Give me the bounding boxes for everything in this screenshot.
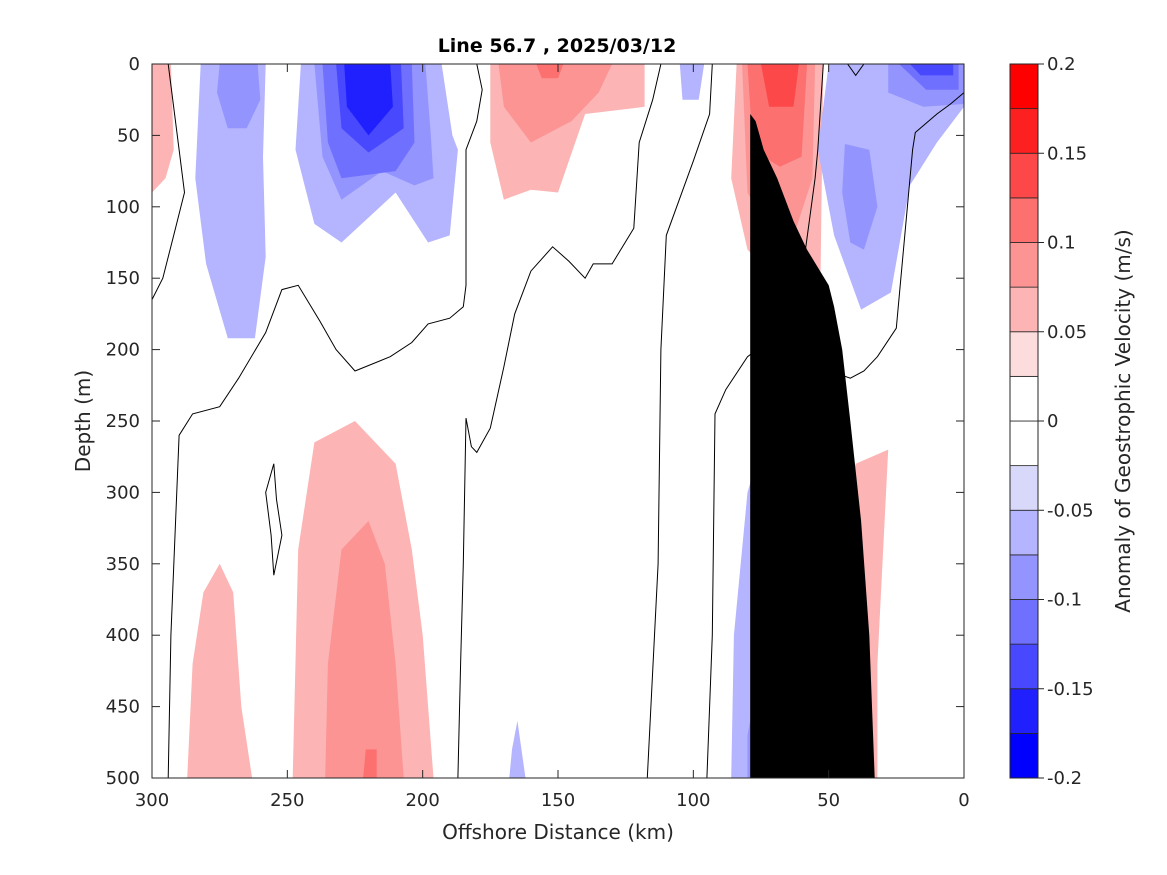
x-tick-label: 100 — [676, 790, 710, 811]
colorbar-swatch — [1009, 63, 1039, 110]
contour-region-neg-surface-20 — [817, 64, 964, 310]
y-tick-label: 400 — [106, 625, 140, 646]
y-tick-label: 250 — [106, 411, 140, 432]
colorbar-swatch — [1009, 420, 1039, 467]
colorbar-swatch — [1009, 688, 1039, 734]
zero-contour-zc-left — [152, 64, 186, 300]
y-tick-label: 0 — [129, 54, 140, 75]
colorbar-swatch — [1009, 331, 1039, 377]
colorbar-tick-label: 0.1 — [1047, 233, 1076, 254]
colorbar-swatch — [1009, 286, 1039, 333]
x-tick-label: 0 — [958, 790, 969, 811]
contour-region-pos-deep-220-2 — [325, 521, 404, 778]
chart-title: Line 56.7 , 2025/03/12 — [438, 35, 677, 57]
x-tick-label: 150 — [541, 790, 575, 811]
y-tick-label: 100 — [106, 197, 140, 218]
x-tick-label: 250 — [270, 790, 304, 811]
colorbar-tick-label: 0.2 — [1047, 54, 1076, 75]
contour-region-pos-left-edge — [152, 64, 174, 193]
y-tick-label: 500 — [106, 768, 140, 789]
y-tick-label: 50 — [117, 125, 140, 146]
contour-region-pos-surface-150-3 — [536, 64, 564, 79]
contour-region-neg-surface-100 — [679, 64, 705, 100]
colorbar-tick-label: 0 — [1047, 411, 1058, 432]
plot-area — [151, 63, 965, 779]
colorbar: -0.2 -0.15 -0.1 -0.05 0 0.05 0.1 0.15 0.2 — [1009, 54, 1094, 789]
contour-region-pos-surface-70-4 — [761, 64, 799, 107]
x-axis-label: Offshore Distance (km) — [442, 820, 674, 844]
zero-contour-zc-mini — [847, 64, 865, 77]
bathymetry-layer — [750, 114, 875, 778]
contour-region-neg-surface-20-5 — [909, 64, 954, 76]
colorbar-swatch — [1009, 599, 1039, 645]
colorbar-tick-label: -0.05 — [1047, 500, 1094, 521]
y-tick-label: 150 — [106, 268, 140, 289]
colorbar-tick-label: 0.15 — [1047, 143, 1087, 164]
contour-region-neg-surface-270-core — [217, 64, 261, 129]
bathymetry-seafloor — [750, 114, 875, 778]
y-axis: 0 50 100 150 200 250 300 350 400 450 500 — [106, 54, 964, 789]
x-tick-label: 200 — [405, 790, 439, 811]
y-tick-label: 350 — [106, 554, 140, 575]
y-axis-label: Depth (m) — [71, 370, 95, 472]
zero-contour-zc-mid — [457, 64, 662, 778]
zero-contour-zc-100 — [646, 64, 713, 778]
y-tick-label: 200 — [106, 340, 140, 361]
contour-region-pos-deep-220-3 — [363, 749, 377, 778]
y-tick-label: 450 — [106, 697, 140, 718]
contour-region-neg-deep-165 — [509, 720, 526, 778]
x-tick-label: 50 — [817, 790, 840, 811]
colorbar-swatch — [1009, 197, 1039, 243]
contour-region-neg-surface-270 — [195, 64, 266, 339]
y-tick-label: 300 — [106, 482, 140, 503]
colorbar-swatch — [1009, 152, 1039, 199]
zero-contour-zc-deep-left — [167, 64, 483, 778]
colorbar-label: Anomaly of Geostrophic Velocity (m/s) — [1111, 229, 1135, 612]
contour-region-pos-deep-270 — [187, 563, 253, 778]
colorbar-swatch — [1009, 465, 1039, 511]
colorbar-swatch — [1009, 732, 1039, 779]
colorbar-swatch — [1009, 509, 1039, 556]
colorbar-swatch — [1009, 643, 1039, 690]
colorbar-tick-label: 0.05 — [1047, 322, 1087, 343]
colorbar-swatch — [1009, 554, 1039, 600]
colorbar-swatch — [1009, 375, 1039, 422]
contour-region-neg-surface-220-5 — [344, 64, 393, 136]
contour-region-neg-surface-20-2 — [842, 144, 878, 250]
x-tick-label: 300 — [135, 790, 169, 811]
contour-region-pos-surface-150-2 — [498, 64, 613, 143]
zero-contour-zc-eddy — [265, 463, 283, 576]
x-axis: 300 250 200 150 100 50 0 — [135, 64, 970, 811]
colorbar-tick-label: -0.2 — [1047, 768, 1082, 789]
colorbar-swatch — [1009, 242, 1039, 288]
colorbar-tick-label: -0.1 — [1047, 590, 1082, 611]
colorbar-tick-label: -0.15 — [1047, 679, 1094, 700]
colorbar-swatch — [1009, 108, 1039, 154]
